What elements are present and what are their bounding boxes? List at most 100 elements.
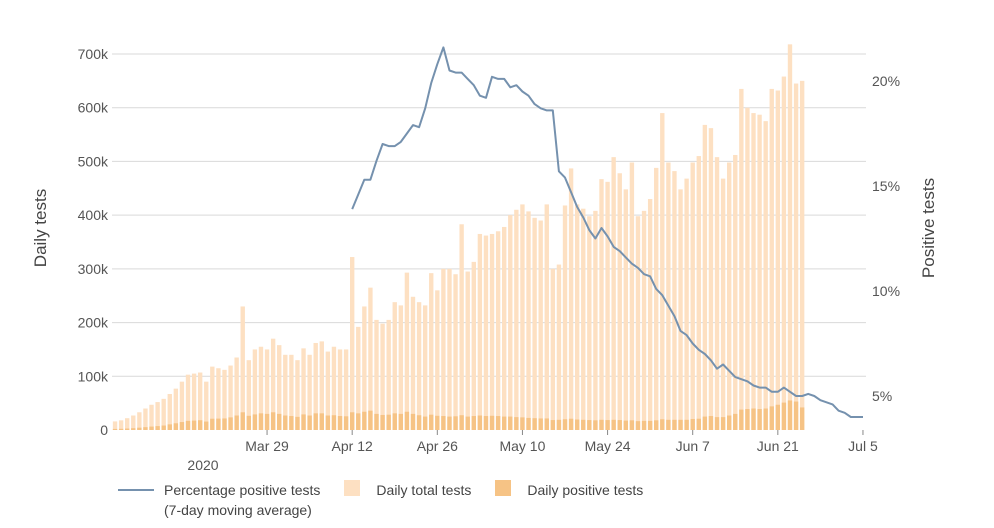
daily-positive-tests-bars (112, 400, 805, 430)
positive-tests-bar (702, 416, 708, 430)
positive-tests-bar (337, 416, 343, 430)
legend-item-daily-total: Daily total tests (344, 480, 471, 500)
positive-tests-bar (660, 419, 665, 430)
x-axis-year-label: 2020 (187, 457, 218, 470)
total-tests-bar (629, 162, 635, 430)
total-tests-bar (343, 349, 349, 430)
positive-tests-bar (587, 420, 592, 430)
positive-tests-bar (301, 414, 306, 430)
legend-positive-swatch (495, 480, 512, 496)
total-tests-bar (356, 326, 361, 430)
positive-tests-bar (441, 416, 446, 430)
right-tick-label: 5% (872, 388, 892, 404)
positive-tests-bar (787, 400, 793, 430)
positive-tests-bar (349, 412, 355, 430)
positive-tests-bar (319, 413, 324, 430)
positive-tests-bar (465, 416, 470, 430)
total-tests-bar (799, 80, 805, 430)
total-tests-bar (337, 349, 343, 430)
positive-tests-bar (726, 415, 732, 430)
positive-tests-bar (599, 419, 604, 430)
total-tests-bar (562, 205, 568, 430)
positive-tests-bar (210, 418, 215, 430)
total-tests-bar (380, 323, 385, 430)
positive-tests-bar (720, 417, 726, 430)
positive-tests-bar (739, 409, 744, 430)
total-tests-bar (234, 357, 239, 430)
x-tick-label: May 24 (585, 438, 631, 454)
x-tick-label: Jul 5 (848, 438, 878, 454)
positive-tests-bar (368, 410, 373, 430)
positive-tests-bar (641, 420, 647, 430)
x-tick-label: Jun 7 (676, 438, 710, 454)
total-tests-bar (173, 388, 179, 430)
total-tests-bar (587, 216, 592, 430)
total-tests-bar (289, 354, 294, 430)
positive-tests-bar (234, 415, 239, 430)
x-axis-ticks: Mar 29 Apr 12 Apr 26 May 10 May 24 Jun 7 Jun 2… (245, 430, 878, 454)
total-tests-bar (222, 369, 227, 430)
legend-label-sub: (7-day moving average) (164, 502, 312, 518)
positive-tests-bar (447, 416, 452, 430)
total-tests-bar (502, 226, 507, 430)
total-tests-bar (331, 346, 337, 430)
left-tick-label: 200k (78, 315, 109, 331)
positive-tests-bar (125, 428, 130, 430)
positive-tests-bar (495, 416, 501, 430)
total-tests-bar (435, 290, 440, 430)
positive-tests-bar (605, 420, 610, 430)
total-tests-bar (684, 178, 689, 430)
positive-tests-bar (429, 414, 434, 430)
positive-tests-bar (343, 416, 349, 430)
total-tests-bar (149, 404, 154, 430)
positive-tests-bar (392, 413, 397, 430)
positive-tests-bar (647, 420, 653, 430)
total-tests-bar (538, 220, 543, 430)
percentage-positive-line (351, 46, 863, 418)
total-tests-bar (362, 306, 367, 430)
total-tests-bar (155, 402, 160, 430)
total-tests-bar (514, 209, 519, 430)
total-tests-bar (623, 189, 629, 430)
chart: 0 100k 200k 300k 400k 500k 600k 700k 5% 10% 15% 20… (31, 44, 938, 470)
positive-tests-bar (526, 417, 531, 430)
total-tests-bar (264, 349, 270, 430)
total-tests-bar (611, 157, 616, 431)
total-tests-bar (647, 199, 653, 430)
legend-total-swatch (344, 480, 361, 496)
positive-tests-bar (356, 413, 361, 430)
positive-tests-bar (137, 427, 142, 430)
total-tests-bar (258, 346, 264, 430)
positive-tests-bar (483, 416, 489, 430)
total-tests-bar (654, 167, 659, 431)
total-tests-bar (112, 421, 118, 430)
positive-tests-bar (185, 420, 191, 430)
positive-tests-bar (161, 425, 166, 430)
right-axis-ticks: 5% 10% 15% 20% (872, 73, 900, 404)
total-tests-bar (228, 365, 233, 430)
total-tests-bar (143, 408, 148, 430)
total-tests-bar (781, 76, 787, 430)
positive-tests-bar (556, 419, 562, 430)
total-tests-bar (617, 173, 622, 430)
positive-tests-bar (617, 420, 622, 430)
positive-tests-bar (258, 413, 264, 430)
positive-tests-bar (544, 418, 549, 430)
positive-tests-bar (593, 420, 598, 430)
total-tests-bar (757, 114, 762, 430)
positive-tests-bar (502, 416, 507, 430)
total-tests-bar (720, 178, 726, 430)
right-axis-title: Positive tests (919, 178, 938, 278)
total-tests-bar (769, 88, 774, 431)
total-tests-bar (793, 83, 799, 431)
total-tests-bar (210, 366, 215, 430)
positive-tests-bar (307, 415, 312, 430)
total-tests-bar (416, 302, 422, 430)
positive-tests-bar (763, 408, 768, 430)
positive-tests-bar (325, 415, 331, 430)
positive-tests-bar (422, 416, 428, 430)
right-tick-label: 15% (872, 178, 900, 194)
total-tests-bar (726, 162, 732, 430)
total-tests-bar (599, 179, 604, 430)
total-tests-bar (459, 224, 464, 430)
